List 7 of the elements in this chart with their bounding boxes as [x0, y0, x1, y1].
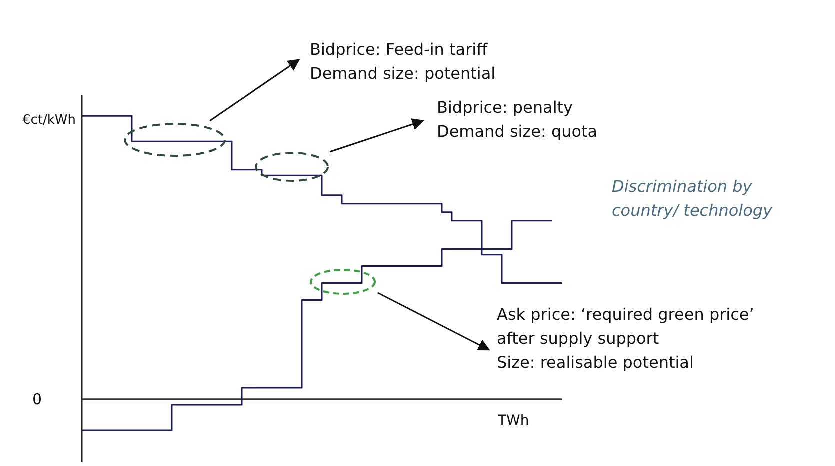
x-axis-title: TWh [497, 413, 530, 429]
text: Bidprice: Feed-in tariff Demand size: potential [310, 40, 496, 83]
y-axis-title: €ct/kWh [22, 113, 76, 128]
annotation: Ask price: ‘required green price’ after supply support Size: realisable potential [497, 305, 754, 372]
text: Discrimination by country/ technology [612, 177, 774, 220]
ref-line-label: 0 [32, 390, 42, 409]
annotation: Bidprice: penalty Demand size: quota [437, 98, 598, 141]
